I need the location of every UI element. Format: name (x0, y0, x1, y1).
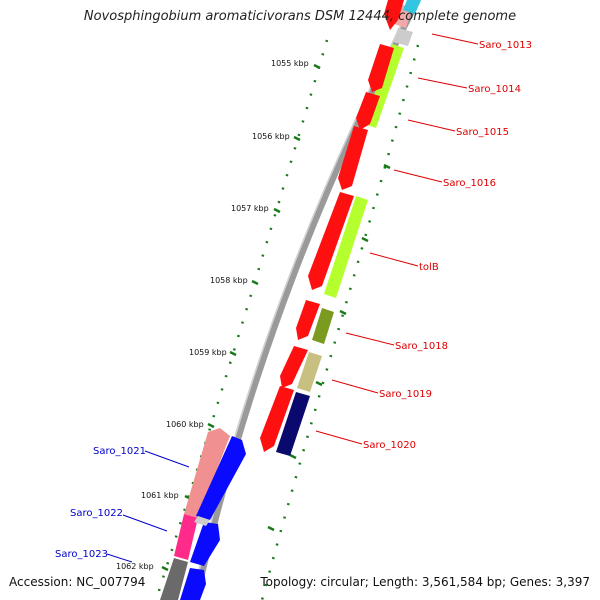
gene-label-tolb[interactable]: tolB (419, 262, 439, 273)
feature-saro-1020-inner[interactable] (276, 392, 310, 456)
gene-label-saro-1016[interactable]: Saro_1016 (443, 178, 496, 189)
topology-summary: Topology: circular; Length: 3,561,584 bp… (260, 575, 590, 589)
inner-track-features (276, 0, 421, 456)
tick-1059 (229, 350, 237, 357)
feature-saro-1014[interactable] (368, 44, 394, 92)
feature-saro-1016[interactable] (338, 126, 368, 190)
reverse-label-leaders (315, 33, 479, 445)
gene-label-saro-1023[interactable]: Saro_1023 (55, 549, 108, 560)
inner-tick-4 (315, 380, 323, 387)
gene-label-saro-1020[interactable]: Saro_1020 (363, 440, 416, 451)
scale-label-1058: 1058 kbp (210, 276, 248, 285)
gene-label-saro-1015[interactable]: Saro_1015 (456, 127, 509, 138)
inner-tick-5 (289, 453, 297, 460)
feature-saro-1022[interactable] (190, 522, 220, 566)
feature-saro-1022-grey[interactable] (160, 558, 188, 600)
gene-label-saro-1021[interactable]: Saro_1021 (93, 446, 146, 457)
feature-saro-1018-inner[interactable] (312, 308, 334, 344)
forward-label-leaders (106, 450, 190, 563)
gene-label-saro-1013[interactable]: Saro_1013 (479, 40, 532, 51)
gene-label-saro-1018[interactable]: Saro_1018 (395, 341, 448, 352)
feature-grey-insert[interactable] (393, 28, 413, 46)
feature-saro-1021[interactable] (196, 436, 246, 520)
scale-label-1061: 1061 kbp (141, 491, 179, 500)
feature-saro-1019-inner[interactable] (297, 352, 322, 392)
leader-saro-1021 (144, 450, 190, 468)
map-title: Novosphingobium aromaticivorans DSM 1244… (83, 9, 517, 24)
inner-tick-1 (383, 163, 391, 170)
gene-label-saro-1019[interactable]: Saro_1019 (379, 389, 432, 400)
gene-label-saro-1014[interactable]: Saro_1014 (468, 84, 521, 95)
inner-scale-line (260, 44, 420, 600)
scale-label-1059: 1059 kbp (189, 348, 227, 357)
inner-tick-6 (267, 525, 275, 532)
feature-blue-gap-grey[interactable] (194, 516, 210, 526)
tick-1058 (251, 279, 259, 286)
feature-saro-1019[interactable] (280, 346, 308, 388)
leader-saro-1015 (407, 119, 456, 132)
leader-saro-1022 (122, 514, 168, 532)
leader-tolb (369, 252, 419, 267)
leader-saro-1016 (393, 169, 443, 183)
leader-saro-1019 (331, 379, 379, 394)
feature-saro-1021-pink[interactable] (184, 428, 230, 518)
gene-label-saro-1022[interactable]: Saro_1022 (70, 508, 123, 519)
scale-label-1055: 1055 kbp (271, 59, 309, 68)
scale-label-1062: 1062 kbp (116, 562, 154, 571)
accession-label: Accession: NC_007794 (9, 575, 146, 589)
leader-saro-1023 (106, 553, 133, 563)
reverse-strand-features (260, 0, 404, 452)
tick-1055 (313, 63, 321, 70)
tick-1060 (207, 422, 215, 429)
tick-1062 (161, 565, 169, 572)
inner-tick-3 (339, 309, 347, 316)
leader-saro-1013 (431, 33, 479, 45)
feature-saro-1022-magenta[interactable] (174, 514, 198, 560)
inner-tick-2 (361, 236, 369, 243)
feature-saro-1013-cap[interactable] (403, 0, 421, 14)
major-ticks (161, 63, 391, 572)
feature-tolb[interactable] (308, 192, 354, 290)
feature-saro-1015[interactable] (356, 92, 380, 130)
scale-label-1057: 1057 kbp (231, 204, 269, 213)
feature-saro-1013[interactable] (384, 0, 404, 30)
leader-saro-1014 (417, 77, 468, 89)
feature-saro-1020[interactable] (260, 386, 294, 452)
tick-1056 (293, 135, 301, 142)
scale-label-1056: 1056 kbp (252, 132, 290, 141)
leader-saro-1020 (315, 430, 363, 445)
tick-1057 (273, 207, 281, 214)
forward-strand-features (160, 428, 246, 600)
leader-saro-1018 (345, 332, 395, 346)
feature-saro-1018[interactable] (296, 300, 320, 340)
feature-saro-1023[interactable] (180, 568, 206, 600)
scale-label-1060: 1060 kbp (166, 420, 204, 429)
feature-tolb-inner[interactable] (324, 196, 368, 298)
